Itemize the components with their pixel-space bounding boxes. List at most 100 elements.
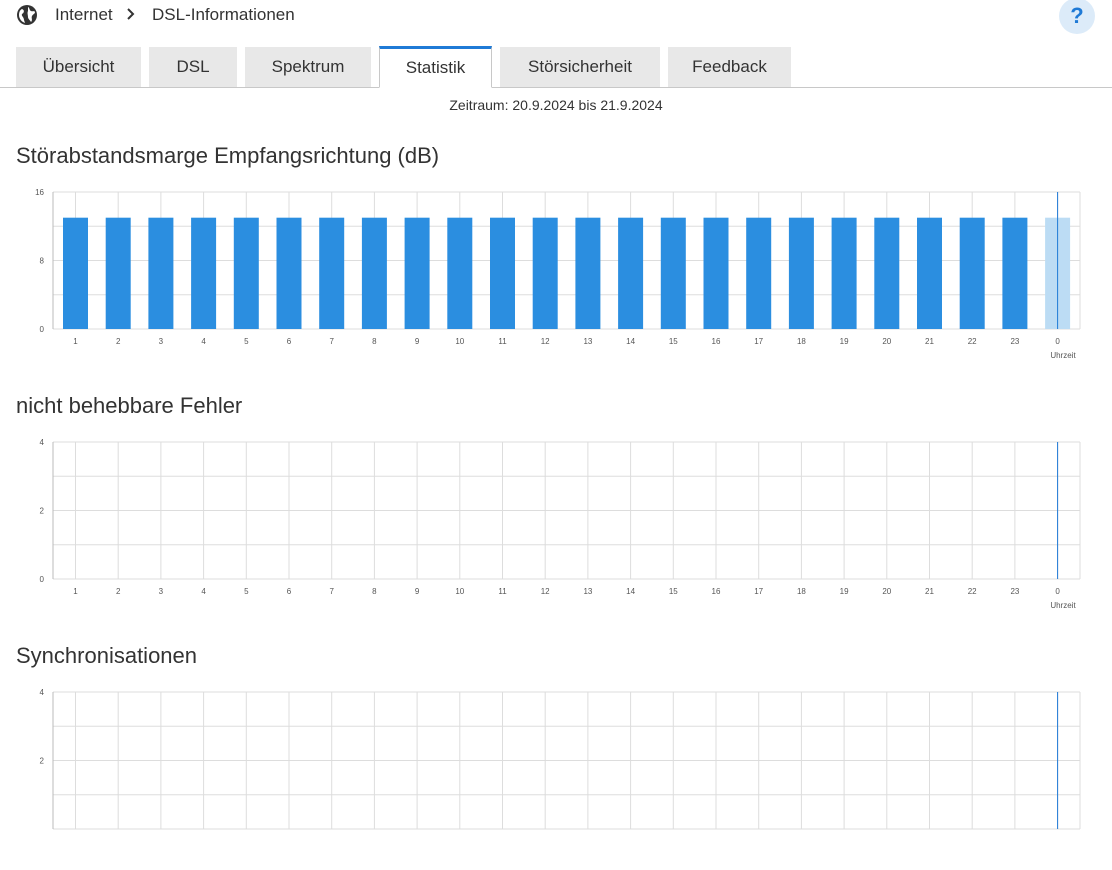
chart-bar xyxy=(660,217,686,329)
x-tick-label: 14 xyxy=(626,587,635,596)
x-tick-label: 12 xyxy=(541,337,550,346)
x-tick-label: 0 xyxy=(1055,337,1060,346)
chart-bar xyxy=(404,217,430,329)
x-tick-label: 11 xyxy=(498,587,507,596)
tab-statistik[interactable]: Statistik xyxy=(379,46,492,88)
x-tick-label: 5 xyxy=(244,587,249,596)
y-tick-label: 16 xyxy=(35,188,44,197)
chart-synchronisations-svg: 24 xyxy=(40,688,1081,830)
x-tick-label: 8 xyxy=(372,587,377,596)
x-tick-label: 1 xyxy=(73,337,78,346)
x-tick-label: 9 xyxy=(415,587,420,596)
x-tick-label: 5 xyxy=(244,337,249,346)
chart-bar xyxy=(959,217,985,329)
x-tick-label: 20 xyxy=(882,587,891,596)
x-tick-label: 13 xyxy=(583,337,592,346)
chart-bar xyxy=(788,217,814,329)
x-axis-label: Uhrzeit xyxy=(1050,601,1076,610)
x-tick-label: 16 xyxy=(712,587,721,596)
x-tick-label: 15 xyxy=(669,587,678,596)
help-button[interactable]: ? xyxy=(1059,0,1095,34)
x-tick-label: 8 xyxy=(372,337,377,346)
x-tick-label: 11 xyxy=(498,337,507,346)
chart-bar xyxy=(63,217,88,329)
y-tick-label: 4 xyxy=(40,688,45,697)
tab-bar: Übersicht DSL Spektrum Statistik Störsic… xyxy=(0,46,1112,88)
chart-bar xyxy=(1002,217,1028,329)
chart-bar xyxy=(361,217,387,329)
y-tick-label: 4 xyxy=(40,438,45,447)
chart-title-uncorrectable-errors: nicht behebbare Fehler xyxy=(16,393,243,418)
y-tick-label: 8 xyxy=(40,257,45,266)
chart-bar xyxy=(917,217,942,329)
x-tick-label: 2 xyxy=(116,337,121,346)
chart-bar xyxy=(618,217,644,329)
x-tick-label: 6 xyxy=(287,587,292,596)
x-tick-label: 22 xyxy=(968,587,977,596)
globe-icon xyxy=(17,5,37,25)
chart-bar xyxy=(831,217,857,329)
x-tick-label: 17 xyxy=(754,587,763,596)
y-tick-label: 0 xyxy=(40,325,45,334)
x-tick-label: 23 xyxy=(1010,587,1019,596)
y-tick-label: 2 xyxy=(40,757,45,766)
x-tick-label: 1 xyxy=(73,587,78,596)
x-tick-label: 18 xyxy=(797,337,806,346)
x-tick-label: 3 xyxy=(159,337,164,346)
chart-bar xyxy=(105,217,131,329)
y-tick-label: 0 xyxy=(40,575,45,584)
tab-stoersicherheit[interactable]: Störsicherheit xyxy=(500,47,660,87)
x-tick-label: 6 xyxy=(287,337,292,346)
x-tick-label: 21 xyxy=(925,587,934,596)
tab-uebersicht[interactable]: Übersicht xyxy=(16,47,141,87)
chart-bar xyxy=(874,217,900,329)
x-tick-label: 14 xyxy=(626,337,635,346)
breadcrumb-dsl-informationen: DSL-Informationen xyxy=(152,5,295,24)
x-tick-label: 9 xyxy=(415,337,420,346)
chart-bar xyxy=(276,217,302,329)
x-tick-label: 17 xyxy=(754,337,763,346)
x-tick-label: 20 xyxy=(882,337,891,346)
x-axis-label: Uhrzeit xyxy=(1050,351,1076,360)
x-tick-label: 12 xyxy=(541,587,550,596)
top-bar: Internet DSL-Informationen ? xyxy=(0,0,1112,34)
breadcrumb-internet[interactable]: Internet xyxy=(55,5,113,24)
tab-dsl[interactable]: DSL xyxy=(149,47,237,87)
x-tick-label: 3 xyxy=(159,587,164,596)
x-tick-label: 0 xyxy=(1055,587,1060,596)
chart-bar xyxy=(703,217,729,329)
help-icon: ? xyxy=(1070,3,1084,28)
x-tick-label: 2 xyxy=(116,587,121,596)
x-tick-label: 22 xyxy=(968,337,977,346)
chart-snr-margin: 0 8 16 1 2 3 4 5 6 7 8 9 10 11 12 13 14 15 16 17 18 19 20 21 22 2… xyxy=(0,180,1112,360)
chart-title-snr-margin: Störabstandsmarge Empfangsrichtung (dB) xyxy=(16,143,440,168)
x-tick-label: 10 xyxy=(455,587,464,596)
x-tick-label: 13 xyxy=(583,587,592,596)
x-tick-label: 16 xyxy=(712,337,721,346)
chevron-right-icon xyxy=(127,8,135,20)
x-tick-label: 19 xyxy=(840,587,849,596)
period-text: Zeitraum: 20.9.2024 bis 21.9.2024 xyxy=(449,97,663,113)
x-tick-label: 7 xyxy=(329,587,334,596)
chart-uncorrectable-errors: 0 2 4 1 2 3 4 5 6 7 8 9 10 11 12 13 14 15 16 17 18 19 20 21 22 23… xyxy=(0,430,1112,610)
x-tick-label: 7 xyxy=(329,337,334,346)
chart-bar xyxy=(532,217,558,329)
chart-bar xyxy=(148,217,174,329)
tab-spektrum[interactable]: Spektrum xyxy=(245,47,371,87)
chart-bar xyxy=(575,217,601,329)
chart-title-synchronisations: Synchronisationen xyxy=(16,643,198,668)
x-tick-label: 21 xyxy=(925,337,934,346)
chart-bar xyxy=(490,217,515,329)
chart-bar xyxy=(233,217,259,329)
tab-feedback[interactable]: Feedback xyxy=(668,47,791,87)
x-tick-label: 4 xyxy=(201,337,206,346)
chart-bar xyxy=(447,217,473,329)
x-tick-label: 4 xyxy=(201,587,206,596)
y-tick-label: 2 xyxy=(40,507,45,516)
x-tick-label: 23 xyxy=(1010,337,1019,346)
x-tick-label: 18 xyxy=(797,587,806,596)
x-tick-label: 10 xyxy=(455,337,464,346)
